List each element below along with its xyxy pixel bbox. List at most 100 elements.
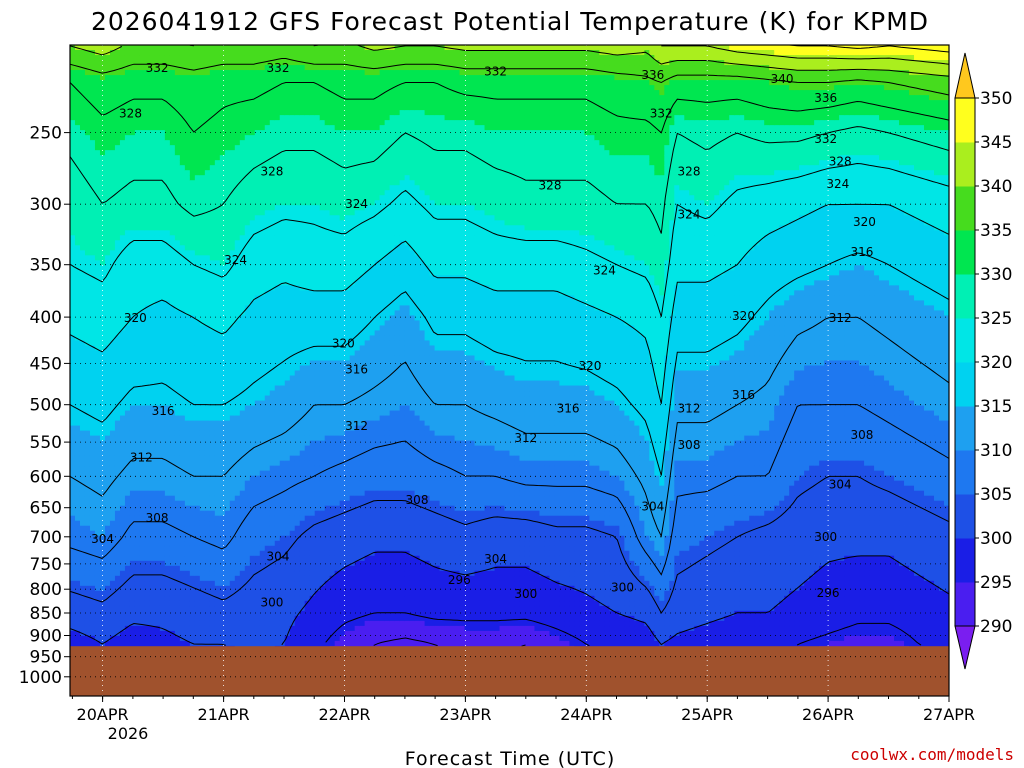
heatmap-cell	[139, 475, 146, 482]
heatmap-cell	[79, 275, 86, 281]
heatmap-cell	[239, 395, 246, 402]
heatmap-cell	[154, 330, 161, 337]
heatmap-cell	[174, 425, 181, 432]
heatmap-cell	[224, 345, 231, 352]
heatmap-cell	[109, 415, 116, 422]
heatmap-cell	[89, 170, 96, 176]
heatmap-cell	[99, 90, 106, 96]
heatmap-cell	[244, 630, 251, 637]
heatmap-cell	[84, 500, 91, 507]
heatmap-cell	[79, 285, 86, 291]
heatmap-cell	[74, 615, 81, 622]
heatmap-cell	[119, 255, 126, 261]
heatmap-cell	[204, 250, 211, 256]
heatmap-cell	[214, 265, 221, 271]
heatmap-cell	[164, 165, 171, 171]
heatmap-cell	[189, 330, 196, 337]
heatmap-cell	[99, 45, 106, 51]
heatmap-cell	[144, 215, 151, 221]
heatmap-cell	[214, 240, 221, 246]
heatmap-cell	[249, 525, 256, 532]
heatmap-cell	[199, 525, 206, 532]
heatmap-cell	[174, 75, 181, 81]
heatmap-cell	[239, 210, 246, 216]
heatmap-cell	[74, 475, 81, 482]
heatmap-cell	[129, 180, 136, 186]
heatmap-cell	[259, 200, 266, 206]
heatmap-cell	[259, 250, 266, 256]
heatmap-cell	[94, 430, 101, 437]
heatmap-cell	[154, 340, 161, 347]
heatmap-cell	[214, 590, 221, 597]
heatmap-cell	[114, 205, 121, 211]
heatmap-cell	[224, 565, 231, 572]
heatmap-cell	[74, 70, 81, 76]
heatmap-cell	[214, 425, 221, 432]
heatmap-cell	[119, 480, 126, 487]
heatmap-cell	[259, 185, 266, 191]
heatmap-cell	[189, 495, 196, 502]
heatmap-cell	[94, 440, 101, 447]
heatmap-cell	[144, 620, 151, 627]
heatmap-cell	[114, 540, 121, 547]
heatmap-cell	[154, 405, 161, 412]
heatmap-cell	[94, 135, 101, 141]
heatmap-cell	[199, 585, 206, 592]
heatmap-cell	[214, 420, 221, 427]
heatmap-cell	[114, 595, 121, 602]
heatmap-cell	[214, 350, 221, 357]
heatmap-cell	[234, 65, 241, 71]
heatmap-cell	[219, 480, 226, 487]
heatmap-cell	[99, 545, 106, 552]
heatmap-cell	[244, 130, 251, 136]
heatmap-cell	[219, 155, 226, 161]
heatmap-cell	[124, 115, 131, 121]
heatmap-cell	[219, 570, 226, 577]
heatmap-cell	[154, 175, 161, 181]
heatmap-cell	[70, 410, 76, 417]
heatmap-cell	[89, 125, 96, 131]
heatmap-cell	[194, 210, 201, 216]
heatmap-cell	[94, 540, 101, 547]
heatmap-cell	[234, 515, 241, 522]
heatmap-cell	[70, 385, 76, 392]
heatmap-cell	[184, 355, 191, 362]
heatmap-cell	[224, 450, 231, 457]
heatmap-cell	[159, 140, 166, 146]
heatmap-cell	[84, 260, 91, 266]
heatmap-cell	[224, 535, 231, 542]
heatmap-cell	[179, 490, 186, 497]
heatmap-cell	[129, 340, 136, 347]
heatmap-cell	[204, 435, 211, 442]
heatmap-cell	[144, 275, 151, 281]
heatmap-cell	[209, 215, 216, 221]
heatmap-cell	[179, 380, 186, 387]
heatmap-cell	[164, 330, 171, 337]
heatmap-cell	[164, 235, 171, 241]
heatmap-cell	[79, 615, 86, 622]
heatmap-cell	[204, 420, 211, 427]
heatmap-cell	[134, 225, 141, 231]
heatmap-cell	[134, 415, 141, 422]
heatmap-cell	[70, 50, 76, 56]
heatmap-cell	[109, 395, 116, 402]
heatmap-cell	[94, 475, 101, 482]
heatmap-cell	[149, 180, 156, 186]
heatmap-cell	[204, 405, 211, 412]
heatmap-cell	[119, 145, 126, 151]
heatmap-cell	[199, 600, 206, 607]
heatmap-cell	[199, 270, 206, 276]
heatmap-cell	[239, 95, 246, 101]
heatmap-cell	[104, 545, 111, 552]
heatmap-cell	[139, 180, 146, 186]
heatmap-cell	[84, 390, 91, 397]
heatmap-cell	[209, 60, 216, 66]
heatmap-cell	[254, 165, 261, 171]
heatmap-cell	[134, 105, 141, 111]
heatmap-cell	[194, 510, 201, 517]
heatmap-cell	[209, 525, 216, 532]
heatmap-cell	[229, 195, 236, 201]
heatmap-cell	[204, 115, 211, 121]
heatmap-cell	[134, 465, 141, 472]
heatmap-cell	[234, 425, 241, 432]
